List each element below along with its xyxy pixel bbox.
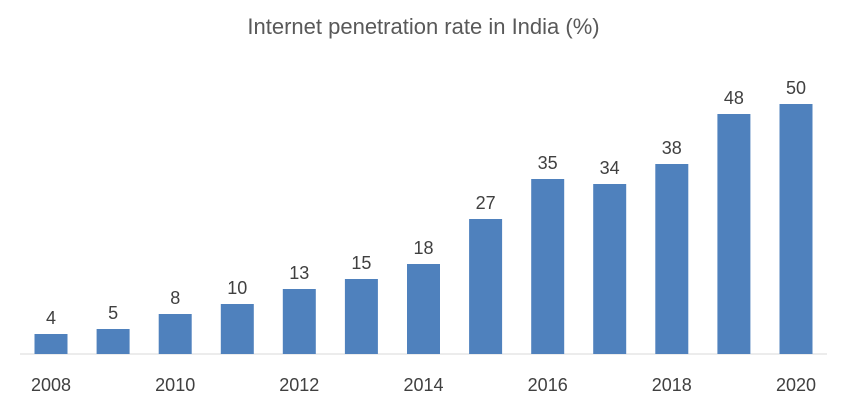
bar-2013 bbox=[344, 279, 378, 354]
bar-2008 bbox=[34, 334, 68, 354]
bar-2016 bbox=[531, 179, 565, 354]
data-label-2018: 38 bbox=[662, 138, 682, 158]
bar-2011 bbox=[220, 304, 254, 354]
data-label-2013: 15 bbox=[351, 253, 371, 273]
data-label-2009: 5 bbox=[108, 303, 118, 323]
x-tick-2018: 2018 bbox=[652, 375, 692, 395]
data-label-2011: 10 bbox=[227, 278, 247, 298]
bar-2017 bbox=[593, 184, 627, 354]
bar-2014 bbox=[407, 264, 440, 354]
data-label-2014: 18 bbox=[413, 238, 433, 258]
x-tick-2008: 2008 bbox=[31, 375, 71, 395]
data-label-2015: 27 bbox=[476, 193, 496, 213]
chart-title: Internet penetration rate in India (%) bbox=[247, 14, 600, 39]
bar-2019 bbox=[717, 114, 751, 354]
bar-2020 bbox=[779, 104, 813, 354]
x-tick-2020: 2020 bbox=[776, 375, 816, 395]
bar-2010 bbox=[158, 314, 192, 354]
x-tick-2016: 2016 bbox=[528, 375, 568, 395]
bar-2018 bbox=[655, 164, 689, 354]
data-label-2016: 35 bbox=[538, 153, 558, 173]
data-label-2008: 4 bbox=[46, 308, 56, 328]
x-tick-2012: 2012 bbox=[279, 375, 319, 395]
data-label-2010: 8 bbox=[170, 288, 180, 308]
data-label-2017: 34 bbox=[600, 158, 620, 178]
x-tick-2014: 2014 bbox=[403, 375, 443, 395]
data-label-2019: 48 bbox=[724, 88, 744, 108]
bar-2012 bbox=[282, 289, 316, 354]
data-label-2012: 13 bbox=[289, 263, 309, 283]
data-label-2020: 50 bbox=[786, 78, 806, 98]
x-tick-2010: 2010 bbox=[155, 375, 195, 395]
bar-2015 bbox=[469, 219, 503, 354]
bar-2009 bbox=[96, 329, 130, 354]
